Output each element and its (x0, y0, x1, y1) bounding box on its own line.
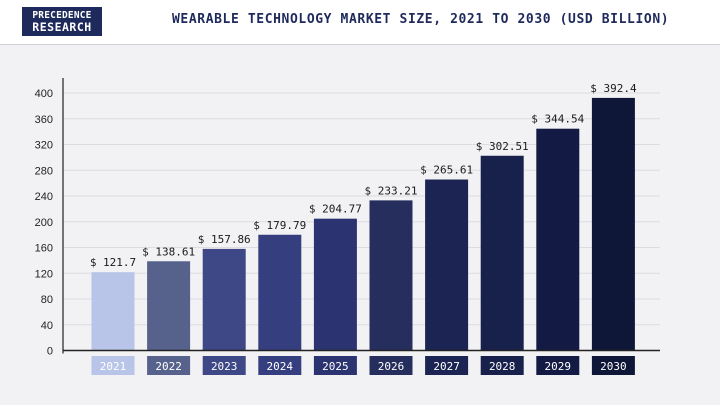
bar-2025 (313, 218, 357, 351)
x-tick-box-2021 (91, 356, 135, 375)
bar-2023 (202, 248, 246, 351)
data-label-2025: $ 204.77 (309, 203, 362, 216)
data-label-2022: $ 138.61 (142, 245, 195, 258)
x-tick-label-2027: 2027 (433, 360, 460, 373)
bar-2022 (147, 261, 191, 351)
data-label-2024: $ 179.79 (253, 219, 306, 232)
x-tick-label-2026: 2026 (378, 360, 405, 373)
y-tick-label: 400 (35, 88, 53, 100)
x-tick-label-2025: 2025 (322, 360, 349, 373)
y-tick-label: 120 (35, 268, 53, 280)
bar-2029 (536, 128, 580, 351)
data-label-2026: $ 233.21 (365, 184, 418, 197)
data-label-2023: $ 157.86 (198, 233, 251, 246)
x-tick-box-2024 (258, 356, 302, 375)
y-tick-label: 200 (35, 217, 53, 229)
bar-2026 (369, 200, 413, 351)
header: PRECEDENCE RESEARCH WEARABLE TECHNOLOGY … (0, 0, 720, 45)
data-label-2028: $ 302.51 (476, 140, 529, 153)
x-tick-box-2023 (202, 356, 246, 375)
x-tick-box-2022 (147, 356, 191, 375)
x-tick-box-2028 (480, 356, 524, 375)
data-label-2030: $ 392.4 (590, 82, 637, 95)
y-tick-label: 280 (35, 165, 53, 177)
x-tick-label-2024: 2024 (267, 360, 294, 373)
x-tick-label-2030: 2030 (600, 360, 627, 373)
x-tick-label-2028: 2028 (489, 360, 516, 373)
data-label-2021: $ 121.7 (90, 256, 136, 269)
bar-2027 (425, 179, 469, 351)
x-tick-label-2021: 2021 (100, 360, 127, 373)
bar-2024 (258, 234, 302, 351)
bar-2030 (591, 97, 635, 351)
logo-line-1: PRECEDENCE (32, 10, 92, 21)
logo-line-2: RESEARCH (32, 20, 92, 34)
chart-title: WEARABLE TECHNOLOGY MARKET SIZE, 2021 TO… (172, 12, 670, 27)
y-tick-label: 160 (35, 243, 53, 255)
bar-2021 (91, 272, 135, 351)
x-tick-box-2025 (313, 356, 357, 375)
brand-logo: PRECEDENCE RESEARCH (22, 7, 102, 36)
y-tick-label: 240 (35, 191, 53, 203)
data-label-2027: $ 265.61 (420, 164, 473, 177)
y-tick-label: 80 (41, 294, 53, 306)
data-label-2029: $ 344.54 (531, 113, 584, 126)
x-tick-label-2029: 2029 (545, 360, 572, 373)
y-tick-label: 40 (41, 320, 53, 332)
x-tick-label-2023: 2023 (211, 360, 238, 373)
y-tick-label: 0 (47, 346, 53, 358)
y-tick-label: 320 (35, 140, 53, 152)
y-tick-label: 360 (35, 114, 53, 126)
x-tick-label-2022: 2022 (155, 360, 182, 373)
x-tick-box-2030 (591, 356, 635, 375)
bar-2028 (480, 155, 524, 351)
x-tick-box-2029 (536, 356, 580, 375)
x-tick-box-2026 (369, 356, 413, 375)
x-tick-box-2027 (425, 356, 469, 375)
